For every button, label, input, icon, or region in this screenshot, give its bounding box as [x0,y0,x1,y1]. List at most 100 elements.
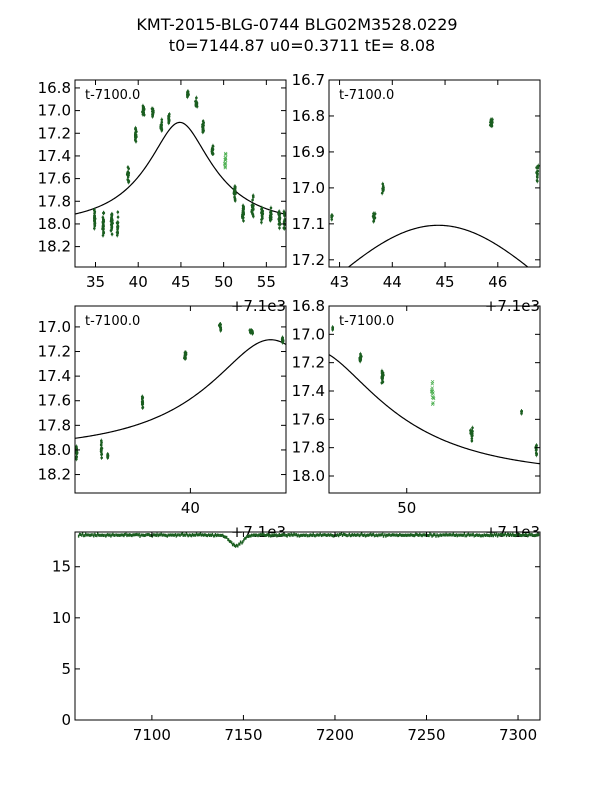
data-point [163,533,166,537]
data-point [239,540,242,544]
data-point [170,533,173,537]
data-point [519,533,522,537]
data-point [253,533,255,537]
data-point [393,533,396,537]
model-curve [347,224,529,267]
data-point [387,533,389,537]
data-point [499,533,502,537]
data-point [317,533,319,537]
data-point [128,533,130,537]
data-point [233,544,236,547]
data-point [380,533,383,537]
data-point [284,533,286,537]
data-point [242,540,244,544]
data-point [249,534,251,538]
data-point [256,533,258,537]
data-point [204,533,207,537]
y-tick-label: 17.0 [292,325,325,343]
data-point [244,536,246,540]
y-tick-label: 17.4 [292,382,325,400]
data-point [487,533,489,537]
data-point [527,533,530,537]
data-point [434,533,436,537]
data-point [339,533,341,536]
data-point [454,533,457,537]
data-point [443,533,445,537]
data-point [505,534,508,538]
data-point [210,533,213,537]
data-point [304,534,306,538]
data-point [208,533,210,537]
x-tick-label: 35 [86,273,105,291]
data-point [96,534,98,538]
data-point [222,534,225,538]
data-point [520,534,523,538]
data-point [86,533,88,537]
data-point [497,533,500,537]
data-point [117,533,119,537]
y-tick-label: 17.6 [38,392,71,410]
data-point [79,533,82,537]
data-point [468,533,471,537]
data-point [166,534,169,538]
data-point [185,532,187,536]
y-tick-label: 17.1 [292,215,325,233]
data-point [110,534,112,538]
x-tick-label: 50 [397,499,416,517]
data-point [500,532,503,536]
data-point [118,533,120,537]
data-point [371,533,374,537]
data-point [406,534,408,538]
data-point [358,533,360,537]
data-point [285,533,288,537]
data-point [457,533,459,537]
data-point [290,532,292,536]
data-point [305,533,307,537]
data-point [362,533,365,537]
data-point [498,533,501,537]
data-point [483,533,486,537]
data-point [460,533,463,537]
data-point [199,532,202,536]
data-point [375,533,378,537]
data-point [175,534,177,538]
data-point [461,533,463,537]
data-point [390,533,392,537]
data-point [445,532,447,536]
data-point [223,164,227,169]
data-point [407,533,409,537]
data-point [233,542,235,546]
data-point [463,532,466,536]
data-point [174,533,177,537]
data-point [216,533,219,537]
figure-title-line-2: t0=7144.87 u0=0.3711 tE= 8.08 [169,36,435,55]
data-point [203,533,206,537]
data-point [368,533,371,537]
data-point [134,533,136,537]
data-point [490,534,493,538]
data-point [399,533,401,537]
data-point [448,533,450,537]
data-point [535,533,537,537]
data-point [436,533,438,537]
figure-title-line-1: KMT-2015-BLG-0744 BLG02M3528.0229 [136,15,457,34]
data-point [281,533,283,537]
data-point [535,533,538,537]
data-point [142,533,144,537]
model-curve [75,121,286,215]
y-tick-label: 10 [52,609,71,627]
data-point [475,533,478,537]
x-tick-label: 7200 [316,726,354,744]
data-point [378,533,380,537]
data-point [361,533,364,537]
data-point [303,533,305,537]
y-tick-label: 16.8 [292,107,325,125]
data-point [469,533,471,537]
data-point [93,534,95,538]
data-point [416,533,418,537]
data-point [366,533,368,537]
data-point [132,533,134,537]
data-point [159,533,161,537]
data-point [186,533,189,537]
